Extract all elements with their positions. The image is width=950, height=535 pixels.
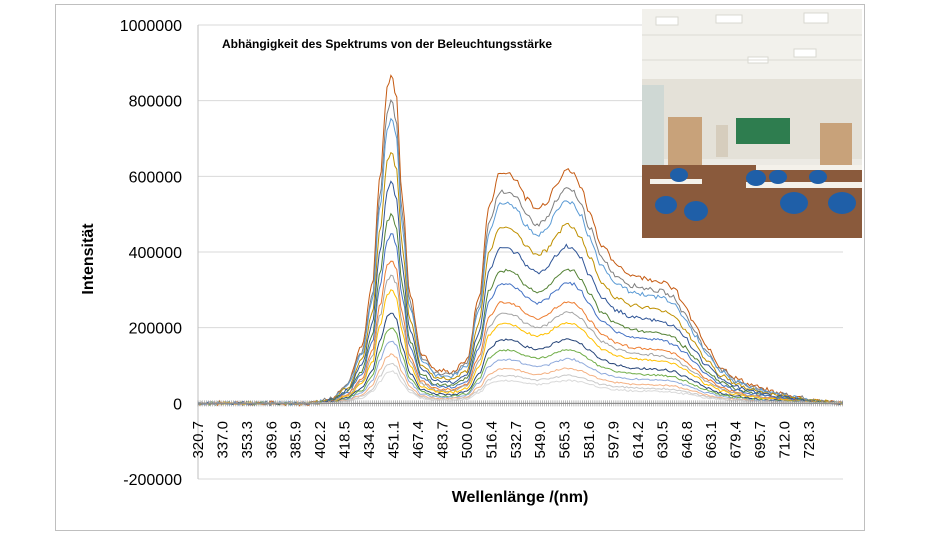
series-line-10 [198,289,843,406]
series-line-6 [198,212,843,406]
y-tick-label: 600000 [129,169,182,186]
x-tick-label: 532.7 [508,421,525,459]
y-tick-label: 400000 [129,245,182,262]
x-tick-label: 337.0 [214,421,231,459]
x-tick-label: 385.9 [288,421,305,459]
x-tick-label: 320.7 [190,421,207,459]
y-tick-label: 200000 [129,321,182,338]
x-tick-label: 418.5 [337,421,354,459]
x-tick-label: 549.0 [532,421,549,459]
x-tick-label: 679.4 [728,421,745,459]
y-axis-title: Intensität [80,223,97,295]
x-tick-labels: 320.7 337.0 353.3 369.6 385.9 402.2 418.5 434.8… [190,421,818,459]
axes [197,25,844,479]
x-tick-label: 597.9 [606,421,623,459]
chart-frame: 1000000 800000 600000 400000 200000 0 -200000 … [55,4,865,531]
x-tick-label: 402.2 [312,421,329,459]
x-tick-label: 483.7 [434,421,451,459]
chart-title: Abhängigkeit des Spektrums von der Beleu… [222,37,552,51]
x-tick-label: 516.4 [483,421,500,459]
x-tick-label: 614.2 [630,421,647,459]
classroom-photo [642,9,862,238]
y-tick-label: 0 [173,396,182,413]
y-tick-labels: 1000000 800000 600000 400000 200000 0 -200000 [120,18,182,489]
x-tick-label: 434.8 [361,421,378,459]
y-tick-label: -200000 [123,472,182,489]
x-tick-label: 663.1 [703,421,720,459]
x-tick-label: 728.3 [801,421,818,459]
y-tick-label: 800000 [129,94,182,111]
x-tick-label: 467.4 [410,421,427,459]
x-axis-title: Wellenlänge /(nm) [452,489,589,506]
x-tick-label: 353.3 [239,421,256,459]
y-tick-label: 1000000 [120,18,182,35]
x-tick-label: 695.7 [752,421,769,459]
x-tick-label: 500.0 [459,421,476,459]
x-tick-label: 712.0 [777,421,794,459]
x-tick-label: 565.3 [557,421,574,459]
x-tick-label: 646.8 [679,421,696,459]
x-tick-label: 451.1 [385,421,402,459]
chart-area: 10000008000006000004000002000000-200000 … [80,9,862,506]
x-tick-label: 369.6 [263,421,280,459]
series-line-8 [198,260,843,406]
x-tick-label: 581.6 [581,421,598,459]
x-tick-label: 630.5 [654,421,671,459]
